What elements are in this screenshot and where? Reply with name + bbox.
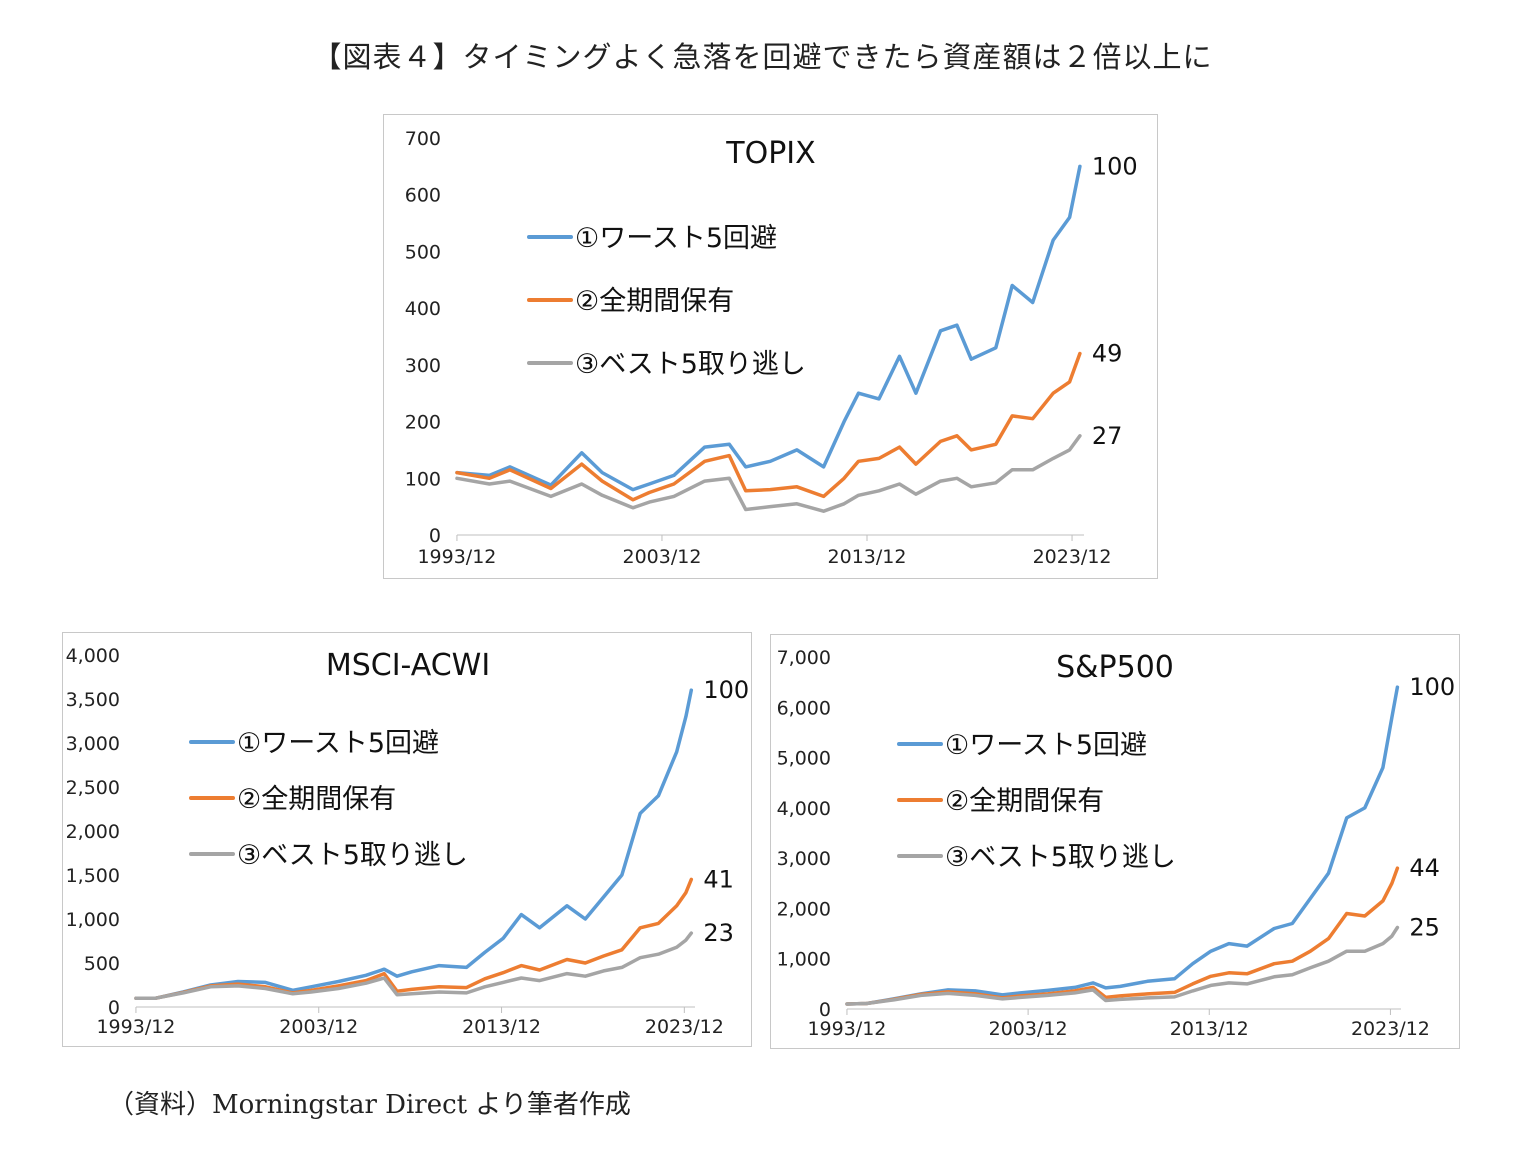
msci-acwi-legend-label-hold: ②全期間保有 xyxy=(237,784,396,815)
topix-chart: 0 100 200 300 400 500 600 700 1993/12 2003/12 2013… xyxy=(383,114,1158,579)
sp500-x-tick-label: 2013/12 xyxy=(1170,1018,1249,1040)
topix-y-tick-label: 200 xyxy=(405,412,441,434)
sp500-y-tick-label: 5,000 xyxy=(777,748,831,770)
msci-acwi-series-line-hold xyxy=(134,877,694,1000)
topix-y-tick-label: 500 xyxy=(405,241,441,263)
sp500-series-line-worst5 xyxy=(845,685,1400,1006)
sp500-end-label-worst5: 100 xyxy=(1409,673,1455,701)
sp500-x-tick-label: 2023/12 xyxy=(1351,1018,1430,1040)
sp500-legend-label-worst5: ①ワースト5回避 xyxy=(945,730,1147,761)
topix-series-line-worst5 xyxy=(455,164,1082,492)
topix-legend-label-hold: ②全期間保有 xyxy=(575,286,734,317)
msci-acwi-chart: 0 500 1,000 1,500 2,000 2,500 3,000 3,500 4,000 1… xyxy=(62,632,752,1047)
sp500-series-line-best5 xyxy=(845,925,1400,1006)
topix-x-tick-label: 2013/12 xyxy=(828,546,907,568)
topix-x-tick-label: 2023/12 xyxy=(1033,546,1112,568)
msci-acwi-series-line-worst5 xyxy=(134,688,694,1000)
topix-legend-label-best5: ③ベスト5取り逃し xyxy=(575,349,806,380)
sp500-y-tick-label: 2,000 xyxy=(777,898,831,920)
topix-chart-title: TOPIX xyxy=(725,136,815,171)
sp500-y-tick-label: 7,000 xyxy=(777,647,831,669)
msci-acwi-series-line-best5 xyxy=(134,931,694,1000)
sp500-series-line-hold xyxy=(845,866,1400,1006)
topix-x-tick-label: 1993/12 xyxy=(417,546,496,568)
msci-acwi-y-tick-label: 1,000 xyxy=(66,909,120,931)
msci-acwi-end-label-hold: 41 xyxy=(703,865,734,893)
msci-acwi-y-tick-label: 4,000 xyxy=(66,645,120,667)
topix-y-tick-label: 400 xyxy=(405,298,441,320)
msci-acwi-x-tick-label: 1993/12 xyxy=(96,1016,175,1038)
sp500-chart-title: S&P500 xyxy=(1056,650,1174,685)
sp500-x-tick-label: 2003/12 xyxy=(989,1018,1068,1040)
topix-y-tick-label: 0 xyxy=(429,525,441,547)
sp500-legend-label-hold: ②全期間保有 xyxy=(945,786,1104,817)
topix-y-tick-label: 300 xyxy=(405,355,441,377)
msci-acwi-y-tick-label: 0 xyxy=(108,997,120,1019)
topix-series-line-best5 xyxy=(455,434,1082,513)
sp500-y-tick-label: 0 xyxy=(819,999,831,1021)
msci-acwi-x-tick-label: 2023/12 xyxy=(645,1016,724,1038)
msci-acwi-end-label-worst5: 100 xyxy=(703,676,749,704)
topix-y-tick-label: 600 xyxy=(405,185,441,207)
sp500-y-tick-label: 1,000 xyxy=(777,949,831,971)
sp500-end-label-hold: 44 xyxy=(1409,854,1440,882)
sp500-y-tick-label: 3,000 xyxy=(777,848,831,870)
sp500-end-label-best5: 25 xyxy=(1409,914,1440,942)
topix-y-tick-label: 700 xyxy=(405,128,441,150)
msci-acwi-chart-svg: 0 500 1,000 1,500 2,000 2,500 3,000 3,500 4,000 1… xyxy=(66,645,750,1038)
sp500-chart: 0 1,000 2,000 3,000 4,000 5,000 6,000 7,000 1993… xyxy=(770,634,1460,1049)
sp500-y-tick-label: 4,000 xyxy=(777,798,831,820)
msci-acwi-x-tick-label: 2013/12 xyxy=(462,1016,541,1038)
msci-acwi-chart-title: MSCI-ACWI xyxy=(326,648,490,683)
msci-acwi-x-tick-label: 2003/12 xyxy=(279,1016,358,1038)
msci-acwi-y-tick-label: 3,000 xyxy=(66,733,120,755)
msci-acwi-y-tick-label: 1,500 xyxy=(66,865,120,887)
topix-end-label-best5: 27 xyxy=(1092,422,1123,450)
topix-x-tick-label: 2003/12 xyxy=(622,546,701,568)
topix-end-label-worst5: 100 xyxy=(1092,152,1138,180)
topix-end-label-hold: 49 xyxy=(1092,340,1123,368)
sp500-x-tick-label: 1993/12 xyxy=(807,1018,886,1040)
sp500-chart-svg: 0 1,000 2,000 3,000 4,000 5,000 6,000 7,000 1993… xyxy=(777,647,1456,1040)
source-note: （資料）Morningstar Direct より筆者作成 xyxy=(108,1090,631,1120)
msci-acwi-y-tick-label: 500 xyxy=(84,953,120,975)
msci-acwi-end-label-best5: 23 xyxy=(703,919,734,947)
sp500-y-tick-label: 6,000 xyxy=(777,697,831,719)
msci-acwi-legend-label-best5: ③ベスト5取り逃し xyxy=(237,840,468,871)
sp500-legend-label-best5: ③ベスト5取り逃し xyxy=(945,842,1176,873)
msci-acwi-y-tick-label: 3,500 xyxy=(66,689,120,711)
topix-chart-svg: 0 100 200 300 400 500 600 700 1993/12 2003/12 2013… xyxy=(405,128,1138,568)
topix-series-line-hold xyxy=(455,351,1082,502)
msci-acwi-y-tick-label: 2,500 xyxy=(66,777,120,799)
figure-title: 【図表４】タイミングよく急落を回避できたら資産額は２倍以上に xyxy=(312,40,1213,74)
msci-acwi-legend-label-worst5: ①ワースト5回避 xyxy=(237,728,439,759)
topix-y-tick-label: 100 xyxy=(405,468,441,490)
topix-legend-label-worst5: ①ワースト5回避 xyxy=(575,223,777,254)
msci-acwi-y-tick-label: 2,000 xyxy=(66,821,120,843)
